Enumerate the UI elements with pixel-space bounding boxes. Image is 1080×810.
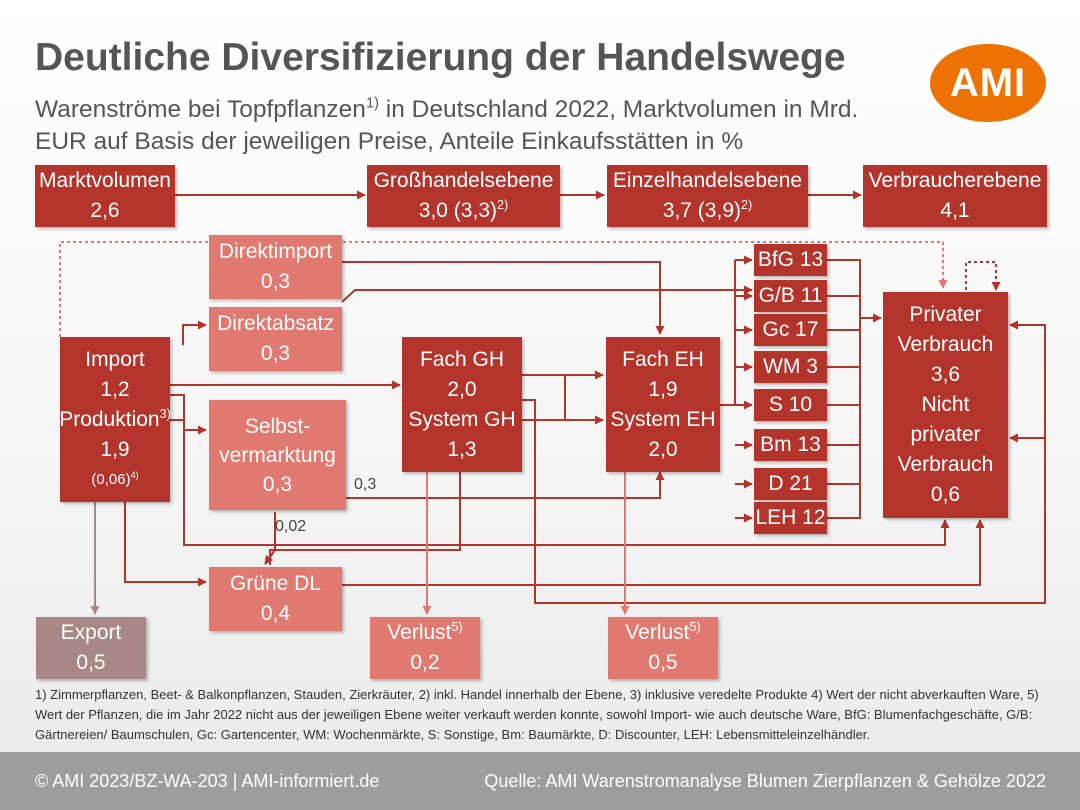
level-einzelhandel: Einzelhandelsebene 3,7 (3,9)2) bbox=[607, 165, 808, 227]
footer-bar: © AMI 2023/BZ-WA-203 | AMI-informiert.de… bbox=[0, 752, 1080, 810]
level-verbraucher: Verbraucherebene 4,1 bbox=[863, 165, 1047, 227]
shop-gc: Gc 17 bbox=[754, 314, 827, 346]
footer-copyright: © AMI 2023/BZ-WA-203 | AMI-informiert.de bbox=[35, 771, 380, 791]
box-import-produktion: Import 1,2 Produktion3) 1,9 (0,06)4) bbox=[59, 337, 171, 502]
box-verlust-gh: Verlust5) 0,2 bbox=[370, 617, 480, 679]
box-selbstvermarktung: Selbst-vermarktung 0,3 bbox=[209, 400, 346, 510]
flow-label-gruene: 0,02 bbox=[275, 518, 307, 535]
level-marktvolumen: Marktvolumen 2,6 bbox=[35, 165, 175, 227]
shop-leh: LEH 12 bbox=[754, 502, 827, 534]
box-export: Export 0,5 bbox=[36, 617, 146, 679]
shop-gb: G/B 11 bbox=[754, 280, 827, 312]
box-fach-system-eh: Fach EH 1,9 System EH 2,0 bbox=[606, 337, 720, 472]
footer-source: Quelle: AMI Warenstromanalyse Blumen Zie… bbox=[484, 771, 1046, 791]
shop-wm: WM 3 bbox=[754, 351, 827, 383]
shop-bfg: BfG 13 bbox=[754, 244, 827, 276]
shop-bm: Bm 13 bbox=[754, 429, 827, 461]
box-gruene-dl: Grüne DL 0,4 bbox=[209, 567, 342, 631]
box-fach-system-gh: Fach GH 2,0 System GH 1,3 bbox=[402, 337, 522, 472]
box-verlust-eh: Verlust5) 0,5 bbox=[608, 617, 718, 679]
page-subtitle: Warenströme bei Topfpflanzen1) in Deutsc… bbox=[35, 95, 859, 155]
level-grosshandel: Großhandelsebene 3,0 (3,3)2) bbox=[367, 165, 560, 227]
box-verbrauch: Privater Verbrauch 3,6 Nicht privater Verbr… bbox=[883, 292, 1008, 518]
ami-logo: AMI bbox=[930, 44, 1046, 122]
box-direktimport: Direktimport 0,3 bbox=[209, 235, 342, 299]
shop-d: D 21 bbox=[754, 468, 827, 500]
page-title: Deutliche Diversifizierung der Handelswe… bbox=[35, 36, 846, 79]
flow-label-selbst: 0,3 bbox=[354, 476, 377, 493]
box-direktabsatz: Direktabsatz 0,3 bbox=[209, 307, 342, 371]
shop-s: S 10 bbox=[754, 389, 827, 421]
footnote: 1) Zimmerpflanzen, Beet- & Balkonpflanze… bbox=[35, 687, 1039, 742]
